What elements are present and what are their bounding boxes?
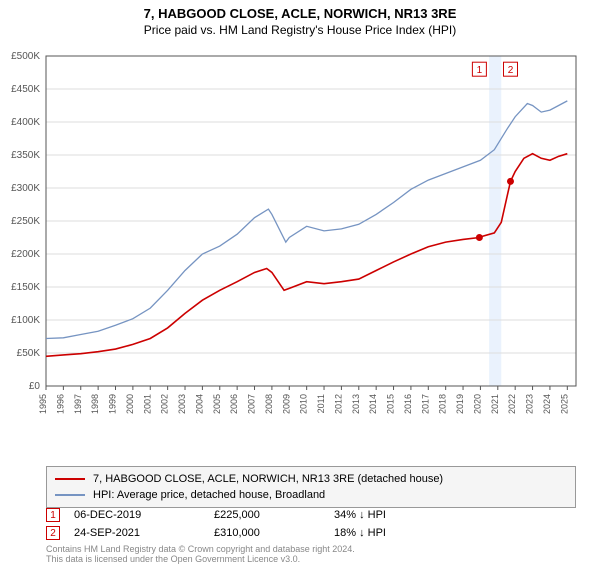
- svg-text:2017: 2017: [420, 394, 430, 414]
- svg-text:1998: 1998: [90, 394, 100, 414]
- svg-text:2005: 2005: [212, 394, 222, 414]
- legend-label: 7, HABGOOD CLOSE, ACLE, NORWICH, NR13 3R…: [93, 473, 443, 485]
- svg-text:2000: 2000: [125, 394, 135, 414]
- legend-item-hpi: HPI: Average price, detached house, Broa…: [55, 487, 567, 503]
- sale-table: 1 06-DEC-2019 £225,000 34% ↓ HPI 2 24-SE…: [46, 506, 576, 542]
- svg-text:£400K: £400K: [11, 117, 40, 128]
- svg-text:2014: 2014: [368, 394, 378, 414]
- svg-text:£150K: £150K: [11, 282, 40, 293]
- credit-line: Contains HM Land Registry data © Crown c…: [46, 544, 355, 554]
- svg-text:2021: 2021: [490, 394, 500, 414]
- chart-title: 7, HABGOOD CLOSE, ACLE, NORWICH, NR13 3R…: [0, 6, 600, 21]
- svg-text:2004: 2004: [194, 394, 204, 414]
- svg-text:2002: 2002: [160, 394, 170, 414]
- chart-container: 7, HABGOOD CLOSE, ACLE, NORWICH, NR13 3R…: [0, 6, 600, 566]
- legend-swatch: [55, 478, 85, 480]
- legend: 7, HABGOOD CLOSE, ACLE, NORWICH, NR13 3R…: [46, 466, 576, 508]
- svg-text:£500K: £500K: [11, 51, 40, 62]
- svg-text:2013: 2013: [351, 394, 361, 414]
- sale-price: £310,000: [214, 527, 334, 539]
- sale-row: 1 06-DEC-2019 £225,000 34% ↓ HPI: [46, 506, 576, 524]
- svg-text:2001: 2001: [142, 394, 152, 414]
- sale-row: 2 24-SEP-2021 £310,000 18% ↓ HPI: [46, 524, 576, 542]
- svg-text:1996: 1996: [55, 394, 65, 414]
- svg-text:£250K: £250K: [11, 216, 40, 227]
- svg-text:2003: 2003: [177, 394, 187, 414]
- svg-text:£100K: £100K: [11, 315, 40, 326]
- svg-text:£350K: £350K: [11, 150, 40, 161]
- svg-text:2007: 2007: [247, 394, 257, 414]
- chart-subtitle: Price paid vs. HM Land Registry's House …: [0, 23, 600, 37]
- svg-text:£50K: £50K: [17, 348, 41, 359]
- svg-text:2006: 2006: [229, 394, 239, 414]
- svg-text:£0: £0: [29, 381, 41, 392]
- svg-text:£450K: £450K: [11, 84, 40, 95]
- svg-text:2011: 2011: [316, 394, 326, 413]
- svg-text:2024: 2024: [542, 394, 552, 414]
- svg-text:£300K: £300K: [11, 183, 40, 194]
- svg-text:2023: 2023: [525, 394, 535, 414]
- chart-area: £0£50K£100K£150K£200K£250K£300K£350K£400…: [46, 56, 576, 426]
- svg-text:2012: 2012: [333, 394, 343, 414]
- svg-text:1995: 1995: [38, 394, 48, 414]
- svg-text:1999: 1999: [108, 394, 118, 414]
- credit-text: Contains HM Land Registry data © Crown c…: [46, 544, 355, 565]
- svg-text:2015: 2015: [386, 394, 396, 414]
- svg-text:2009: 2009: [281, 394, 291, 414]
- svg-text:2008: 2008: [264, 394, 274, 414]
- svg-text:2019: 2019: [455, 394, 465, 414]
- svg-text:£200K: £200K: [11, 249, 40, 260]
- svg-text:2016: 2016: [403, 394, 413, 414]
- sale-price: £225,000: [214, 509, 334, 521]
- svg-text:2020: 2020: [472, 394, 482, 414]
- legend-item-property: 7, HABGOOD CLOSE, ACLE, NORWICH, NR13 3R…: [55, 471, 567, 487]
- svg-text:2010: 2010: [299, 394, 309, 414]
- sale-date: 06-DEC-2019: [74, 509, 214, 521]
- svg-text:2025: 2025: [559, 394, 569, 414]
- legend-label: HPI: Average price, detached house, Broa…: [93, 489, 325, 501]
- svg-text:2: 2: [508, 65, 514, 76]
- sale-marker-icon: 2: [46, 526, 60, 540]
- sale-date: 24-SEP-2021: [74, 527, 214, 539]
- svg-text:2018: 2018: [438, 394, 448, 414]
- line-chart: £0£50K£100K£150K£200K£250K£300K£350K£400…: [46, 56, 576, 426]
- svg-text:2022: 2022: [507, 394, 517, 414]
- sale-marker-icon: 1: [46, 508, 60, 522]
- svg-text:1997: 1997: [73, 394, 83, 414]
- svg-text:1: 1: [477, 65, 483, 76]
- sale-hpi-delta: 34% ↓ HPI: [334, 509, 454, 521]
- legend-swatch: [55, 494, 85, 496]
- sale-hpi-delta: 18% ↓ HPI: [334, 527, 454, 539]
